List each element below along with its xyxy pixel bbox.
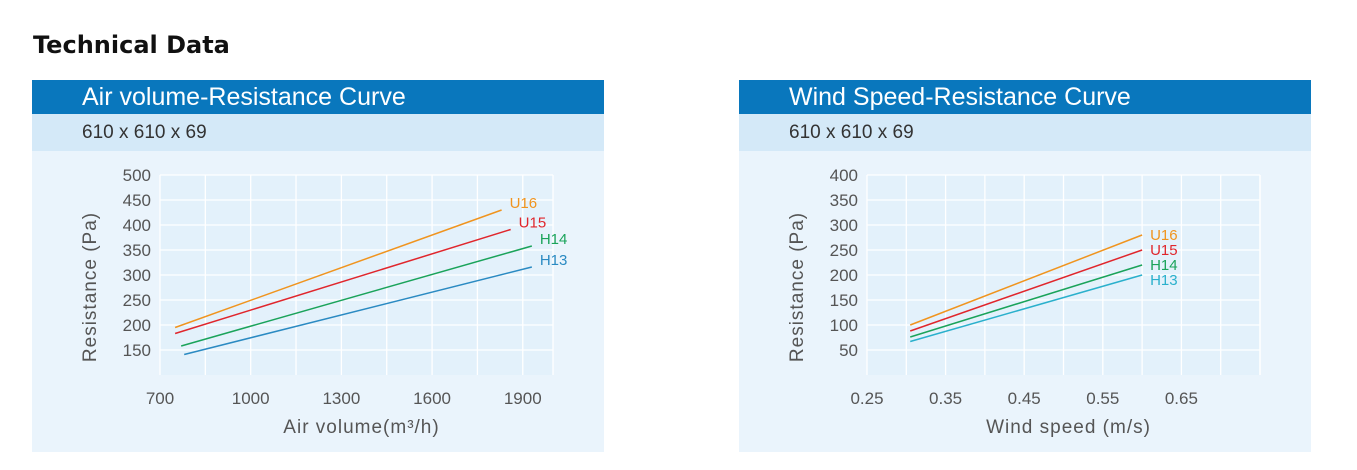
y-tick-label: 250 [123,291,151,310]
series-label-u16: U16 [1150,227,1178,244]
air-volume-resistance-chart: 150 200 250 300 350 400 450 500 700 1000 1300 1600 1… [80,166,568,438]
x-tick-label: 1900 [504,389,542,408]
air-volume-chart-panel: Air volume-Resistance Curve 610 x 610 x … [32,80,604,452]
series-label-u15: U15 [519,215,547,232]
series-line-h13 [910,274,1143,343]
y-tick-label: 50 [839,341,858,360]
series-label-h13: H13 [1150,272,1178,289]
y-tick-label: 450 [123,191,151,210]
series-label-h14: H14 [1150,257,1178,274]
chart-subtitle: 610 x 610 x 69 [739,114,1311,151]
x-tick-label: 700 [146,389,174,408]
series-line-u16 [174,209,502,329]
series-label-u15: U15 [1150,242,1178,259]
y-tick-label: 500 [123,166,151,185]
chart-title: Air volume-Resistance Curve [32,80,604,114]
series-line-u15 [174,228,511,335]
x-tick-label: 1300 [322,389,360,408]
y-tick-label: 400 [123,216,151,235]
x-tick-label: 1600 [413,389,451,408]
series-line-h14 [910,264,1143,338]
x-tick-label: 0.35 [929,389,962,408]
y-tick-label: 300 [830,216,858,235]
y-tick-label: 150 [830,291,858,310]
x-tick-label: 0.55 [1086,389,1119,408]
y-tick-label: 350 [830,191,858,210]
y-tick-label: 200 [123,316,151,335]
series-line-u15 [909,249,1143,332]
x-axis-label: Wind speed (m/s) [986,417,1151,438]
wind-speed-resistance-chart: 50 100 150 200 250 300 350 400 0.25 0.35 0.45 0.55 0… [787,166,1261,438]
y-tick-label: 350 [123,241,151,260]
series-label-u16: U16 [510,195,538,212]
x-tick-label: 0.45 [1008,389,1041,408]
y-tick-label: 250 [830,241,858,260]
x-tick-label: 1000 [232,389,270,408]
wind-speed-chart-panel: Wind Speed-Resistance Curve 610 x 610 x … [739,80,1311,452]
page-title: Technical Data [33,31,230,59]
series-label-h14: H14 [540,231,568,248]
series-label-h13: H13 [540,252,568,269]
y-tick-label: 300 [123,266,151,285]
y-tick-label: 100 [830,316,858,335]
chart-title: Wind Speed-Resistance Curve [739,80,1311,114]
y-axis-label: Resistance (Pa) [80,212,101,362]
series-line-h14 [180,245,533,347]
y-tick-label: 150 [123,341,151,360]
y-tick-label: 400 [830,166,858,185]
x-tick-label: 0.25 [850,389,883,408]
y-tick-label: 200 [830,266,858,285]
y-axis-label: Resistance (Pa) [787,212,808,362]
x-axis-label: Air volume(m³/h) [283,417,439,438]
series-line-u16 [909,234,1143,326]
x-tick-label: 0.65 [1165,389,1198,408]
series-line-h13 [184,266,533,356]
chart-subtitle: 610 x 610 x 69 [32,114,604,151]
